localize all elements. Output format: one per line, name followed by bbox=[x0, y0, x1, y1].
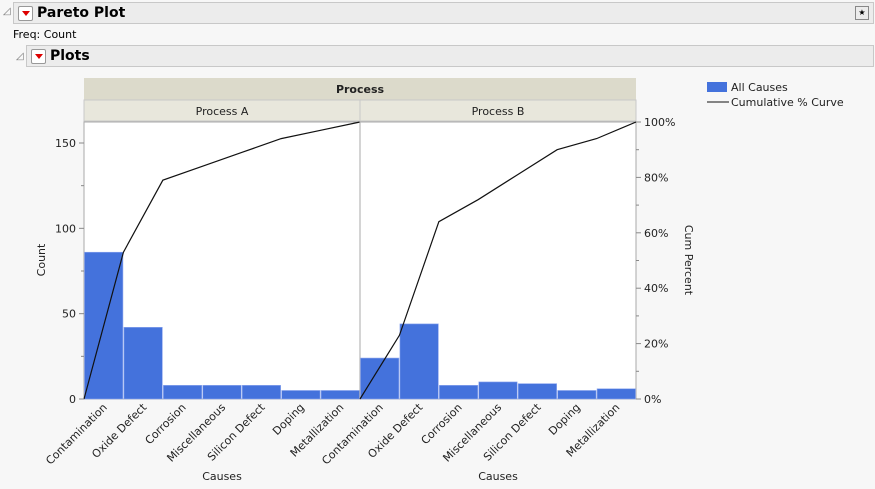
red-triangle-menu-icon[interactable] bbox=[18, 5, 33, 21]
bar bbox=[163, 385, 203, 400]
collapse-triangle-icon[interactable]: ◿ bbox=[3, 6, 11, 17]
bar bbox=[123, 327, 163, 400]
bar bbox=[202, 385, 242, 400]
panel-title: Process B bbox=[472, 105, 525, 118]
y2-tick-label: 60% bbox=[644, 227, 668, 240]
x-axis-label: Causes bbox=[478, 470, 518, 483]
y-tick-label: 150 bbox=[55, 137, 76, 150]
group-header bbox=[84, 78, 636, 100]
bar bbox=[360, 357, 400, 400]
collapse-triangle-icon[interactable]: ◿ bbox=[16, 51, 24, 62]
pin-icon[interactable]: ★ bbox=[855, 6, 869, 20]
bar bbox=[557, 390, 597, 400]
bar bbox=[399, 323, 439, 400]
bar bbox=[478, 381, 518, 400]
cumulative-curve bbox=[359, 121, 637, 400]
bar bbox=[517, 383, 557, 400]
y-tick-label: 100 bbox=[55, 222, 76, 235]
y2-tick-label: 20% bbox=[644, 338, 668, 351]
outline-title: Pareto Plot bbox=[37, 5, 126, 21]
bar bbox=[320, 390, 360, 400]
pareto-plot-header: Pareto Plot ★ bbox=[13, 2, 874, 24]
y2-tick-label: 80% bbox=[644, 171, 668, 184]
y2-tick-label: 40% bbox=[644, 282, 668, 295]
panel-title: Process A bbox=[196, 105, 249, 118]
y2-tick-label: 0% bbox=[644, 393, 661, 406]
category-tick-label: Doping bbox=[270, 401, 307, 438]
outline-title: Plots bbox=[50, 48, 90, 64]
y2-axis-label: Cum Percent bbox=[682, 225, 695, 296]
legend-bar-swatch bbox=[707, 82, 727, 92]
bar bbox=[439, 385, 479, 400]
panel-header bbox=[359, 99, 637, 122]
group-title: Process bbox=[336, 83, 385, 96]
bar bbox=[281, 390, 321, 400]
legend-item: All Causes bbox=[731, 81, 788, 94]
x-axis-label: Causes bbox=[202, 470, 242, 483]
bar bbox=[241, 385, 281, 400]
category-tick-label: Doping bbox=[546, 401, 583, 438]
y-axis-label: Count bbox=[35, 243, 48, 276]
freq-label: Freq: Count bbox=[13, 28, 77, 41]
bar bbox=[596, 388, 636, 400]
plots-header: Plots bbox=[26, 45, 874, 67]
cumulative-curve bbox=[83, 121, 361, 400]
red-triangle-menu-icon[interactable] bbox=[31, 48, 46, 64]
y-tick-label: 0 bbox=[69, 393, 76, 406]
legend-item: Cumulative % Curve bbox=[731, 96, 844, 109]
y-tick-label: 50 bbox=[62, 308, 76, 321]
y2-tick-label: 100% bbox=[644, 116, 675, 129]
